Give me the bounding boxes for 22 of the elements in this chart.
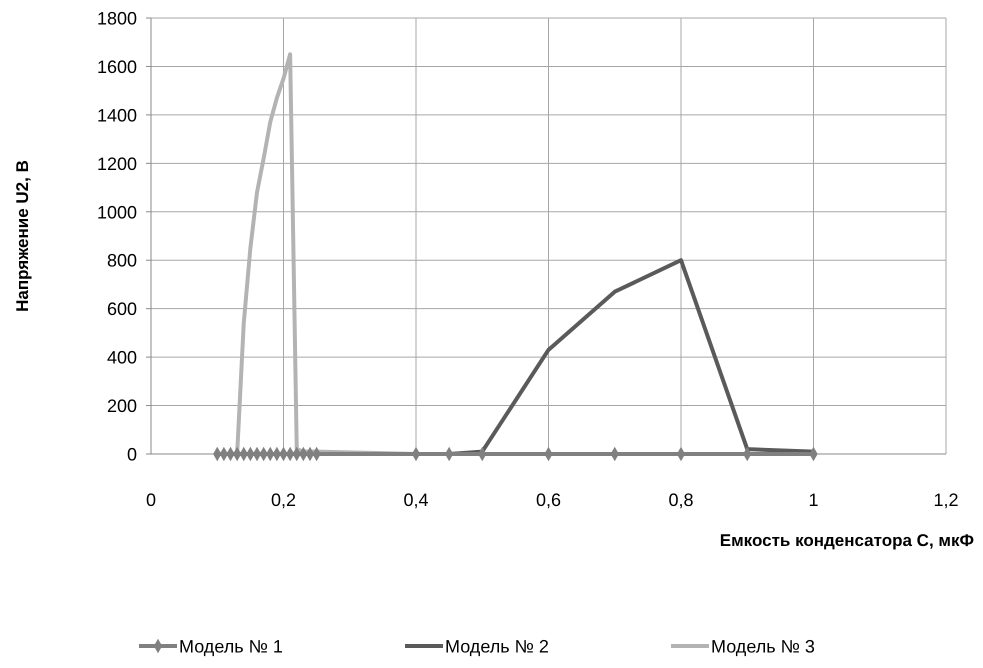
x-tick-label: 0,8 [668,490,694,510]
x-tick-label: 0,4 [403,490,429,510]
x-tick-label: 0,6 [536,490,562,510]
x-tick-label: 1,2 [933,490,959,510]
y-tick-label: 800 [106,250,137,271]
y-tick-label: 200 [106,396,137,416]
y-tick-label: 400 [106,348,137,368]
legend-label: Модель № 3 [711,636,815,656]
y-tick-label: 0 [126,444,137,464]
y-tick-label: 1400 [96,105,137,126]
x-tick-label: 0,2 [270,490,296,510]
y-tick-label: 1000 [96,202,137,222]
y-tick-label: 600 [106,299,137,320]
legend-label: Модель № 2 [445,636,549,656]
legend-label: Модель № 1 [179,636,283,656]
y-tick-label: 1200 [96,154,137,174]
x-axis-title: Емкость конденсатора С, мкФ [720,531,974,550]
x-tick-label: 1 [808,490,819,510]
y-axis-title: Напряжение U2, В [13,160,32,312]
y-tick-label: 1600 [96,56,137,77]
x-tick-label: 0 [146,490,156,510]
y-tick-label: 1800 [96,8,137,28]
